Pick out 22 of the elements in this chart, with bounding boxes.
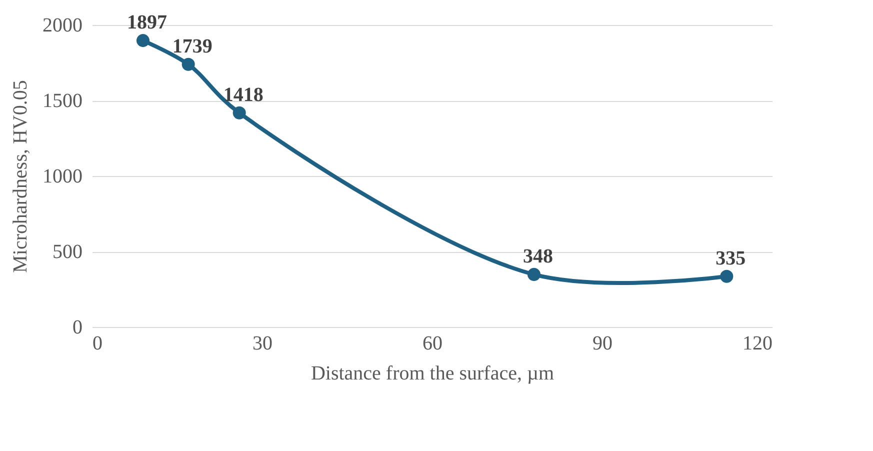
data-label: 335: [716, 247, 746, 270]
y-tick-label: 1500: [42, 90, 82, 112]
x-tick-label: 120: [742, 332, 772, 354]
x-tick-label: 30: [252, 332, 272, 354]
point: [527, 268, 541, 281]
y-tick-label: 2000: [42, 14, 82, 36]
x-tick-label: 90: [592, 332, 612, 354]
y-tick-label: 500: [52, 241, 82, 263]
data-label: 1739: [172, 35, 212, 58]
x-axis-title: Distance from the surface, µm: [310, 362, 554, 384]
y-tick-label: 0: [72, 316, 82, 338]
y-axis-title: Microhardness, HV0.05: [10, 80, 32, 273]
data-label: 1418: [223, 84, 264, 106]
data-label: 1897: [127, 12, 167, 34]
x-tick-label: 60: [422, 332, 442, 354]
point: [720, 270, 734, 283]
point: [136, 34, 150, 48]
x-tick-label: 0: [92, 332, 102, 354]
point: [232, 106, 246, 120]
point: [182, 58, 195, 71]
data-label: 348: [523, 245, 553, 268]
y-tick-label: 1000: [42, 166, 82, 188]
